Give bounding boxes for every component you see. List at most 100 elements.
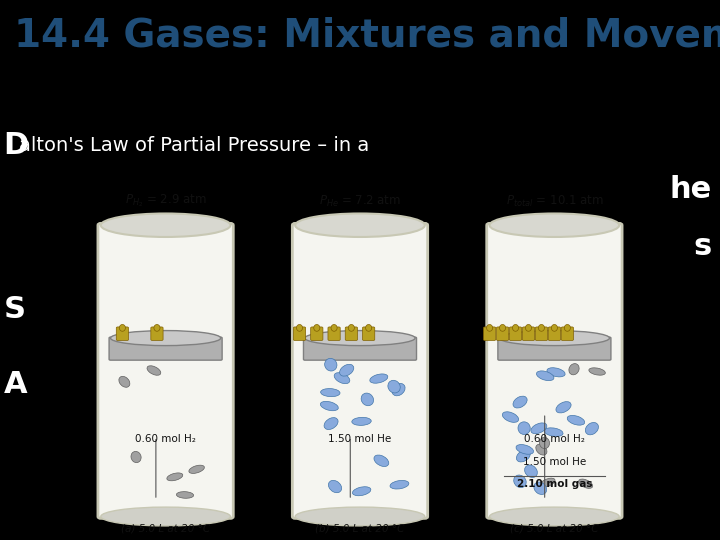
Ellipse shape xyxy=(567,415,585,425)
FancyBboxPatch shape xyxy=(549,327,561,340)
Ellipse shape xyxy=(324,417,338,429)
FancyBboxPatch shape xyxy=(294,327,306,340)
Ellipse shape xyxy=(314,325,320,331)
Ellipse shape xyxy=(585,422,598,435)
FancyBboxPatch shape xyxy=(498,337,611,360)
Ellipse shape xyxy=(353,487,371,496)
Ellipse shape xyxy=(111,330,220,346)
FancyBboxPatch shape xyxy=(311,327,323,340)
Ellipse shape xyxy=(539,437,549,449)
FancyBboxPatch shape xyxy=(109,337,222,360)
Ellipse shape xyxy=(490,507,619,526)
FancyBboxPatch shape xyxy=(562,327,574,340)
FancyBboxPatch shape xyxy=(497,327,508,340)
Text: S: S xyxy=(4,295,26,325)
FancyBboxPatch shape xyxy=(487,224,622,518)
Ellipse shape xyxy=(544,428,563,436)
Ellipse shape xyxy=(388,380,400,393)
Ellipse shape xyxy=(297,325,302,331)
FancyBboxPatch shape xyxy=(484,327,496,340)
FancyBboxPatch shape xyxy=(292,224,428,518)
Ellipse shape xyxy=(101,213,230,237)
Text: (c) 5.0 L at 20 °C: (c) 5.0 L at 20 °C xyxy=(510,523,598,534)
Ellipse shape xyxy=(131,451,141,463)
Text: 14.4 Gases: Mixtures and Movements: 14.4 Gases: Mixtures and Movements xyxy=(14,16,720,54)
Ellipse shape xyxy=(325,359,337,371)
Ellipse shape xyxy=(352,417,372,426)
Ellipse shape xyxy=(167,473,183,481)
Ellipse shape xyxy=(589,368,606,375)
Ellipse shape xyxy=(540,478,555,487)
Text: $P_{He}$ = 7.2 atm: $P_{He}$ = 7.2 atm xyxy=(319,194,401,209)
Ellipse shape xyxy=(526,325,531,331)
Ellipse shape xyxy=(552,325,557,331)
Text: s: s xyxy=(693,232,711,261)
Ellipse shape xyxy=(320,389,340,397)
Ellipse shape xyxy=(320,401,338,411)
Ellipse shape xyxy=(547,368,565,377)
Ellipse shape xyxy=(390,481,409,489)
Ellipse shape xyxy=(305,330,415,346)
Ellipse shape xyxy=(503,412,518,422)
Text: $P_{total}$ = 10.1 atm: $P_{total}$ = 10.1 atm xyxy=(505,194,603,209)
FancyBboxPatch shape xyxy=(304,337,416,360)
Text: 2.10 mol gas: 2.10 mol gas xyxy=(517,479,592,489)
Text: $P_{H_2}$ = 2.9 atm: $P_{H_2}$ = 2.9 atm xyxy=(125,192,207,209)
Ellipse shape xyxy=(340,364,354,376)
Text: alton's Law of Partial Pressure – in a: alton's Law of Partial Pressure – in a xyxy=(19,136,369,155)
FancyBboxPatch shape xyxy=(536,327,548,340)
Ellipse shape xyxy=(120,325,125,331)
FancyBboxPatch shape xyxy=(363,327,375,340)
Ellipse shape xyxy=(514,475,526,488)
FancyBboxPatch shape xyxy=(510,327,521,340)
Ellipse shape xyxy=(536,371,554,381)
Ellipse shape xyxy=(556,402,571,413)
Ellipse shape xyxy=(518,422,530,435)
Ellipse shape xyxy=(331,325,337,331)
Ellipse shape xyxy=(536,444,547,455)
Ellipse shape xyxy=(119,376,130,387)
Ellipse shape xyxy=(154,325,160,331)
Ellipse shape xyxy=(328,481,341,492)
Ellipse shape xyxy=(513,396,527,408)
Ellipse shape xyxy=(500,325,505,331)
Ellipse shape xyxy=(490,213,619,237)
Ellipse shape xyxy=(189,465,204,474)
FancyBboxPatch shape xyxy=(346,327,358,340)
Ellipse shape xyxy=(348,325,354,331)
Ellipse shape xyxy=(499,330,609,346)
Ellipse shape xyxy=(147,366,161,375)
Ellipse shape xyxy=(516,450,531,462)
Ellipse shape xyxy=(295,213,425,237)
Ellipse shape xyxy=(374,455,389,467)
Text: he: he xyxy=(669,176,711,205)
FancyBboxPatch shape xyxy=(151,327,163,340)
Ellipse shape xyxy=(176,491,194,498)
Ellipse shape xyxy=(531,423,547,434)
Text: D: D xyxy=(4,131,29,160)
FancyBboxPatch shape xyxy=(328,327,341,340)
FancyBboxPatch shape xyxy=(117,327,128,340)
Ellipse shape xyxy=(534,482,546,495)
Text: 0.60 mol H₂: 0.60 mol H₂ xyxy=(135,434,196,444)
Text: 0.60 mol H₂: 0.60 mol H₂ xyxy=(524,434,585,444)
Text: (b) 5.0 L at 20 °C: (b) 5.0 L at 20 °C xyxy=(315,523,405,534)
Text: 1.50 mol He: 1.50 mol He xyxy=(328,434,392,444)
FancyBboxPatch shape xyxy=(523,327,534,340)
Ellipse shape xyxy=(361,393,374,406)
Text: 1.50 mol He: 1.50 mol He xyxy=(523,456,586,467)
Ellipse shape xyxy=(579,479,593,488)
Ellipse shape xyxy=(366,325,372,331)
Ellipse shape xyxy=(334,373,350,383)
Ellipse shape xyxy=(564,325,570,331)
FancyBboxPatch shape xyxy=(98,224,233,518)
Ellipse shape xyxy=(513,325,518,331)
Ellipse shape xyxy=(370,374,388,383)
Ellipse shape xyxy=(539,325,544,331)
Ellipse shape xyxy=(516,444,534,454)
Ellipse shape xyxy=(101,507,230,526)
Text: (a) 5.0 L at 20 °C: (a) 5.0 L at 20 °C xyxy=(121,523,210,534)
Ellipse shape xyxy=(569,363,579,375)
Ellipse shape xyxy=(487,325,492,331)
Ellipse shape xyxy=(525,465,537,477)
